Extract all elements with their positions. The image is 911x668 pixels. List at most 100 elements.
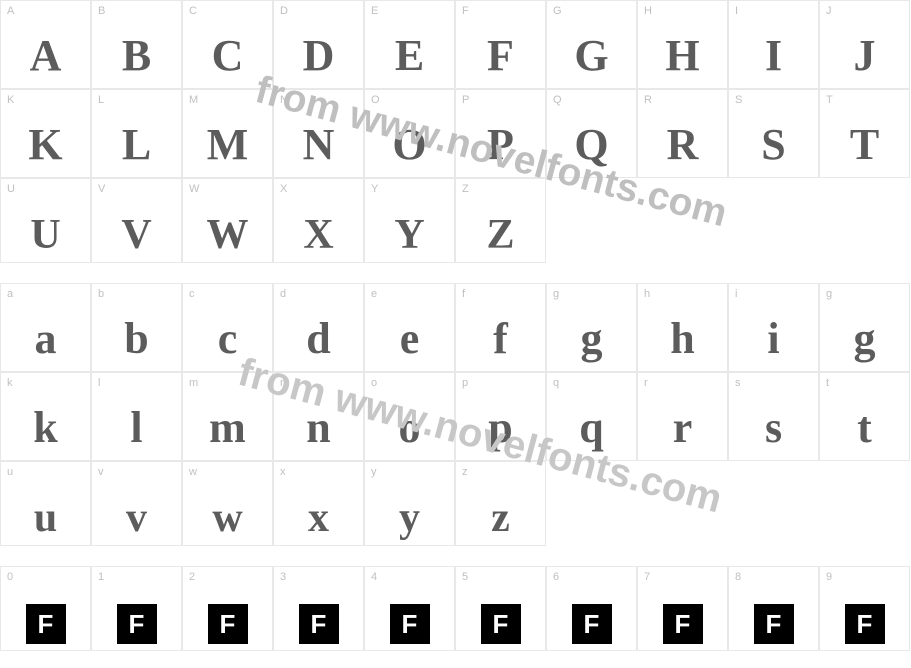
glyph-label: X — [280, 183, 287, 195]
glyph-cell[interactable]: 0F — [0, 566, 91, 651]
glyph-cell[interactable]: SS — [728, 89, 819, 178]
glyph-character: M — [207, 123, 249, 167]
glyph-cell[interactable]: GG — [546, 0, 637, 89]
glyph-cell[interactable]: xx — [273, 461, 364, 546]
glyph-cell[interactable]: qq — [546, 372, 637, 461]
glyph-cell[interactable]: NN — [273, 89, 364, 178]
missing-glyph-block: F — [117, 604, 157, 644]
glyph-cell[interactable]: II — [728, 0, 819, 89]
glyph-label: 0 — [7, 571, 13, 583]
glyph-cell[interactable]: aa — [0, 283, 91, 372]
glyph-cell[interactable]: uu — [0, 461, 91, 546]
glyph-label: E — [371, 5, 378, 17]
glyph-cell[interactable]: TT — [819, 89, 910, 178]
glyph-cell[interactable]: BB — [91, 0, 182, 89]
glyph-cell[interactable]: MM — [182, 89, 273, 178]
glyph-cell[interactable]: UU — [0, 178, 91, 263]
glyph-cell[interactable]: FF — [455, 0, 546, 89]
glyph-cell[interactable]: ii — [728, 283, 819, 372]
glyph-label: e — [371, 288, 377, 300]
glyph-character: I — [765, 34, 782, 78]
glyph-row-5: uuvvwwxxyyzz — [0, 461, 546, 546]
glyph-label: T — [826, 94, 833, 106]
glyph-label: 1 — [98, 571, 104, 583]
glyph-label: p — [462, 377, 468, 389]
glyph-label: i — [735, 288, 737, 300]
glyph-cell[interactable]: cc — [182, 283, 273, 372]
glyph-cell[interactable]: dd — [273, 283, 364, 372]
glyph-cell[interactable]: ss — [728, 372, 819, 461]
glyph-character: d — [306, 317, 330, 361]
glyph-cell[interactable]: PP — [455, 89, 546, 178]
glyph-cell[interactable]: 6F — [546, 566, 637, 651]
glyph-cell[interactable]: tt — [819, 372, 910, 461]
glyph-label: F — [462, 5, 469, 17]
missing-glyph-block: F — [754, 604, 794, 644]
glyph-label: H — [644, 5, 652, 17]
glyph-cell[interactable]: mm — [182, 372, 273, 461]
glyph-character: U — [30, 214, 60, 256]
glyph-label: d — [280, 288, 286, 300]
glyph-cell[interactable]: zz — [455, 461, 546, 546]
glyph-cell[interactable]: 5F — [455, 566, 546, 651]
glyph-cell[interactable]: OO — [364, 89, 455, 178]
glyph-label: f — [462, 288, 465, 300]
glyph-cell[interactable]: vv — [91, 461, 182, 546]
glyph-cell[interactable]: DD — [273, 0, 364, 89]
glyph-cell[interactable]: YY — [364, 178, 455, 263]
glyph-cell[interactable]: ZZ — [455, 178, 546, 263]
glyph-cell[interactable]: ff — [455, 283, 546, 372]
glyph-cell[interactable]: ll — [91, 372, 182, 461]
glyph-cell[interactable]: 8F — [728, 566, 819, 651]
glyph-cell[interactable]: QQ — [546, 89, 637, 178]
glyph-cell[interactable]: XX — [273, 178, 364, 263]
glyph-cell[interactable]: 1F — [91, 566, 182, 651]
glyph-character: q — [579, 406, 603, 450]
glyph-label: A — [7, 5, 14, 17]
glyph-character: O — [392, 123, 426, 167]
glyph-cell[interactable]: ww — [182, 461, 273, 546]
glyph-character: Z — [486, 214, 514, 256]
glyph-label: 4 — [371, 571, 377, 583]
glyph-cell[interactable]: oo — [364, 372, 455, 461]
glyph-cell[interactable]: EE — [364, 0, 455, 89]
glyph-cell[interactable]: ee — [364, 283, 455, 372]
glyph-character: h — [670, 317, 694, 361]
glyph-cell[interactable]: rr — [637, 372, 728, 461]
glyph-label: L — [98, 94, 104, 106]
glyph-cell[interactable]: 4F — [364, 566, 455, 651]
glyph-cell[interactable]: VV — [91, 178, 182, 263]
glyph-cell[interactable]: kk — [0, 372, 91, 461]
glyph-character: N — [303, 123, 335, 167]
glyph-cell[interactable]: 7F — [637, 566, 728, 651]
glyph-character: y — [399, 497, 420, 539]
glyph-cell[interactable]: gg — [819, 283, 910, 372]
glyph-label: Y — [371, 183, 378, 195]
glyph-character: u — [34, 497, 57, 539]
glyph-label: 8 — [735, 571, 741, 583]
glyph-cell[interactable]: bb — [91, 283, 182, 372]
glyph-cell[interactable]: JJ — [819, 0, 910, 89]
glyph-cell[interactable]: hh — [637, 283, 728, 372]
glyph-label: 9 — [826, 571, 832, 583]
glyph-cell[interactable]: HH — [637, 0, 728, 89]
glyph-label: U — [7, 183, 15, 195]
glyph-cell[interactable]: yy — [364, 461, 455, 546]
glyph-character: v — [126, 497, 147, 539]
glyph-character: a — [35, 317, 57, 361]
glyph-cell[interactable]: CC — [182, 0, 273, 89]
glyph-cell[interactable]: LL — [91, 89, 182, 178]
glyph-cell[interactable]: pp — [455, 372, 546, 461]
glyph-label: o — [371, 377, 377, 389]
glyph-cell[interactable]: AA — [0, 0, 91, 89]
glyph-cell[interactable]: nn — [273, 372, 364, 461]
glyph-label: l — [98, 377, 100, 389]
glyph-cell[interactable]: WW — [182, 178, 273, 263]
glyph-cell[interactable]: KK — [0, 89, 91, 178]
glyph-cell[interactable]: 3F — [273, 566, 364, 651]
glyph-cell[interactable]: RR — [637, 89, 728, 178]
glyph-cell[interactable]: gg — [546, 283, 637, 372]
glyph-character: L — [122, 123, 151, 167]
glyph-cell[interactable]: 9F — [819, 566, 910, 651]
glyph-cell[interactable]: 2F — [182, 566, 273, 651]
